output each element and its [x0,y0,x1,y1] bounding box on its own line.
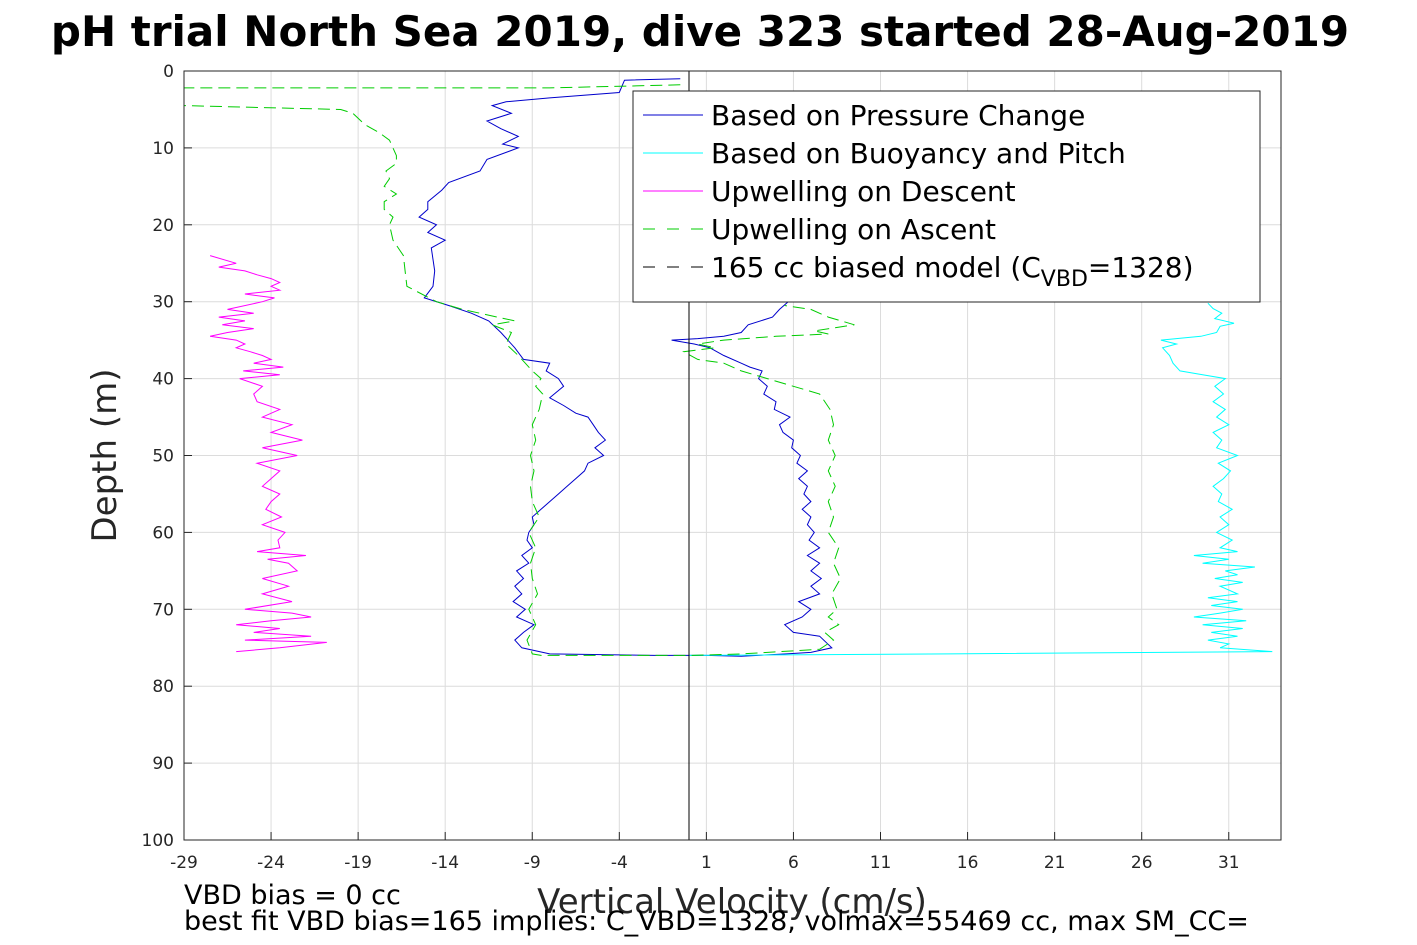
x-tick-label: 6 [788,853,799,873]
y-tick-label: 70 [152,600,174,620]
ticks: -29 -24 -19 -14 -9 -4 1 6 11 16 21 26 31010203040506… [142,62,1240,873]
y-tick-label: 60 [152,523,174,543]
y-tick-label: 50 [152,447,174,467]
y-tick-label: 30 [152,293,174,313]
axes-frame [183,70,1282,841]
legend-label: Upwelling on Ascent [711,213,996,246]
legend-label: Upwelling on Descent [711,175,1016,208]
series-line-1 [418,78,833,657]
x-tick-label: -19 [344,853,372,873]
legend-label: Based on Buoyancy and Pitch [711,137,1126,170]
chart-title: pH trial North Sea 2019, dive 323 starte… [51,7,1349,56]
x-axis-label: Vertical Velocity (cm/s) [537,882,927,922]
x-tick-label: -14 [431,853,459,873]
y-tick-label: 90 [152,754,174,774]
x-tick-label: -4 [611,853,628,873]
y-tick-label: 80 [152,677,174,697]
vbd-bias-note: VBD bias = 0 cc [184,880,401,911]
best-fit-note: best fit VBD bias=165 implies: C_VBD=132… [184,906,1249,937]
x-tick-label: -24 [257,853,285,873]
x-tick-label: 11 [870,853,892,873]
y-tick-label: 10 [152,139,174,159]
x-tick-label: 26 [1131,853,1153,873]
legend-label: Based on Pressure Change [711,99,1085,132]
series-line-3 [209,255,327,653]
x-tick-label: -9 [524,853,541,873]
y-axis-label: Depth (m) [85,368,125,542]
series-line-4 [183,84,855,656]
legend-box [632,90,1261,303]
x-tick-label: 16 [957,853,979,873]
y-tick-label: 0 [163,62,174,82]
x-tick-label: 21 [1044,853,1066,873]
x-tick-label: 1 [701,853,712,873]
legend: Based on Pressure Change Based on Buoyanc… [632,90,1261,303]
series-line-2 [688,302,1273,656]
legend-label: 165 cc biased model (CVBD=1328) [711,251,1194,292]
x-tick-label: 31 [1218,853,1240,873]
y-tick-label: 100 [142,831,174,851]
x-tick-label: -29 [170,853,198,873]
y-tick-label: 20 [152,216,174,236]
y-tick-label: 40 [152,370,174,390]
